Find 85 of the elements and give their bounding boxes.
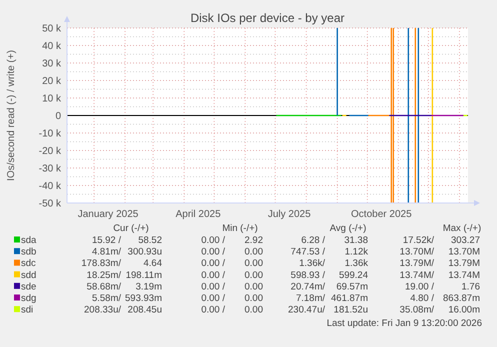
text: 0.00 [244, 281, 263, 292]
text: 4.80 / [410, 293, 434, 304]
text: 58.52 [138, 235, 162, 246]
text: 747.53 / [290, 246, 326, 258]
y-tick-label: 10 k [42, 94, 62, 104]
text: 300.93u [128, 246, 162, 258]
text: 461.87m [331, 293, 368, 304]
text: 0.00 / [201, 304, 226, 316]
text: 598.93 / [290, 270, 326, 281]
text: 1.76 [462, 281, 480, 292]
x-tick-label: October 2025 [351, 209, 412, 220]
text: 2.92 [244, 235, 263, 246]
text: 0.00 / [201, 293, 226, 304]
text: 16.00m [448, 304, 480, 316]
text: 0.00 [244, 258, 263, 270]
text: 0.00 [244, 293, 263, 304]
text: 13.74M [448, 270, 480, 281]
text: Min (-/+) [222, 223, 258, 234]
text: 1.36k [344, 258, 368, 270]
y-tick-label: -10 k [38, 128, 62, 140]
text: 1.36k/ [299, 258, 326, 270]
text: 593.93m [125, 293, 162, 304]
y-tick-label: -50 k [38, 198, 62, 210]
legend-label: sdg [21, 293, 36, 304]
x-tick-label: April 2025 [176, 209, 222, 220]
text: 0.00 / [201, 258, 226, 270]
text: 178.83m/ [81, 258, 122, 270]
y-tick-label: 40 k [42, 41, 62, 52]
text: 69.57m [336, 281, 368, 292]
text: 1.12k [344, 246, 368, 258]
text: 19.00 / [404, 281, 434, 292]
y-tick-label: 30 k [42, 58, 62, 70]
y-tick-label: 20 k [42, 76, 62, 87]
text: 4.64 [144, 258, 162, 270]
y-tick-label: -40 k [38, 181, 62, 192]
text: 35.08m/ [400, 304, 434, 316]
text: 6.28 / [301, 235, 326, 246]
text: 4.81m/ [92, 246, 122, 258]
text: 5.58m/ [92, 293, 122, 304]
text: 31.38 [344, 235, 368, 246]
legend-label: sde [21, 281, 36, 292]
text: 13.74M/ [400, 270, 434, 281]
text: 0.00 / [201, 235, 226, 246]
text: 198.11m [126, 270, 162, 281]
text: 13.70M/ [400, 246, 434, 258]
text: 208.45u [128, 304, 162, 316]
text: 17.52k/ [402, 235, 434, 246]
x-tick-label: January 2025 [78, 209, 139, 220]
text: 208.33u/ [84, 304, 122, 316]
text: 863.87m [443, 293, 480, 304]
x-tick-label: July 2025 [268, 209, 312, 220]
legend-label: sda [21, 235, 38, 246]
y-tick-label: 50 k [42, 24, 62, 34]
text: 13.70M [448, 246, 480, 258]
text: 13.79M/ [400, 258, 434, 270]
legend-label: sdc [21, 258, 36, 270]
text: 20.74m/ [290, 281, 326, 292]
y-axis-title: IOs/second read (-) / write (+) [6, 50, 17, 181]
chart-title: Disk IOs per device - by year [190, 11, 345, 25]
text: 58.68m/ [86, 281, 122, 292]
y-tick-label: -20 k [38, 146, 62, 157]
text: 3.19m [136, 281, 162, 292]
y-tick-label: 0 [55, 111, 62, 122]
text: 0.00 [244, 246, 263, 258]
y-tick-label: -30 k [38, 164, 62, 174]
text: 15.92 / [92, 235, 122, 246]
text: Cur (-/+) [113, 223, 149, 234]
legend-label: sdb [21, 246, 36, 258]
text: Last update: Fri Jan 9 13:20:00 2026 [326, 318, 482, 329]
text: 0.00 / [201, 270, 226, 281]
text: 0.00 [244, 270, 263, 281]
legend-label: sdd [21, 270, 36, 281]
text: 0.00 / [201, 246, 226, 258]
legend-label: sdi [21, 304, 34, 316]
text: 303.27 [450, 235, 480, 246]
text: 181.52u [334, 304, 368, 316]
text: Max (-/+) [442, 223, 482, 234]
text: 0.00 / [201, 281, 226, 292]
text: 7.18m/ [296, 293, 326, 304]
text: 13.79M [448, 258, 480, 270]
text: 18.25m/ [86, 270, 122, 281]
text: 230.47u/ [288, 304, 326, 316]
text: 599.24 [338, 270, 368, 281]
text: Avg (-/+) [330, 223, 366, 234]
text: 0.00 [244, 304, 263, 316]
